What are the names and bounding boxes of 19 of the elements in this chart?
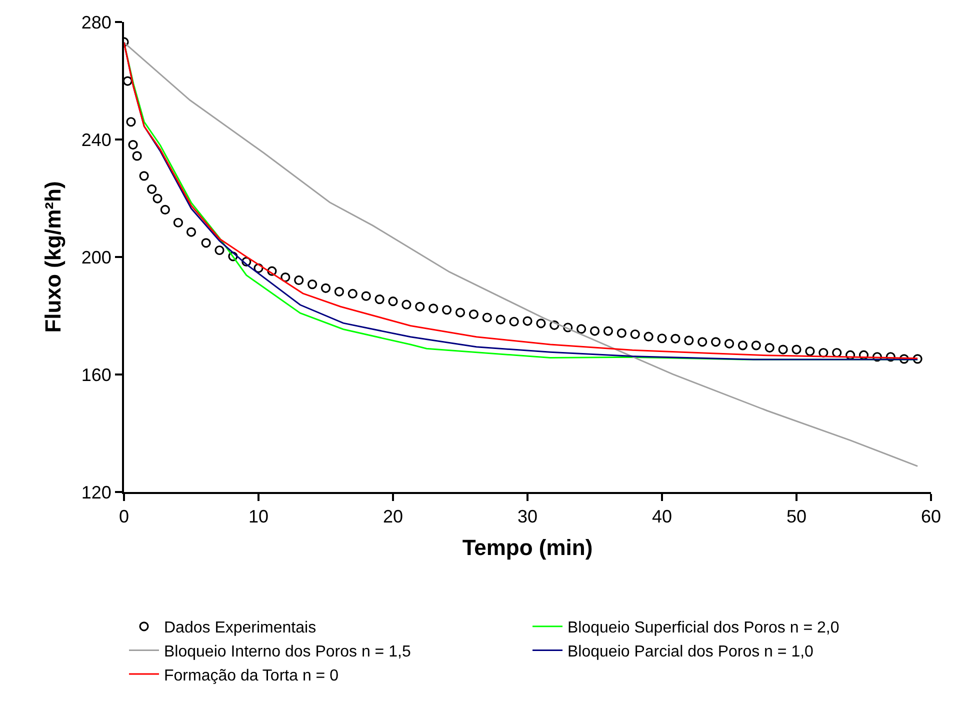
x-tick-label: 30 xyxy=(517,506,538,527)
x-tick-label: 60 xyxy=(920,506,942,527)
y-axis-title: Fluxo (kg/m²h) xyxy=(40,181,66,333)
y-tick-label: 160 xyxy=(81,364,112,385)
x-tick-label: 10 xyxy=(248,506,269,527)
legend-label: Bloqueio Parcial dos Poros n = 1,0 xyxy=(568,643,814,660)
y-tick-label: 200 xyxy=(81,247,112,268)
legend-label: Bloqueio Superficial dos Poros n = 2,0 xyxy=(568,620,840,637)
x-tick-label: 50 xyxy=(786,506,807,527)
x-axis-title: Tempo (min) xyxy=(462,535,593,560)
x-tick-label: 20 xyxy=(382,506,404,527)
y-tick-label: 120 xyxy=(81,482,112,502)
legend-label: Formação da Torta n = 0 xyxy=(164,667,339,684)
y-tick-label: 240 xyxy=(81,130,112,150)
legend-label: Bloqueio Interno dos Poros n = 1,5 xyxy=(164,643,411,660)
y-tick-label: 280 xyxy=(81,12,112,32)
x-tick-label: 0 xyxy=(118,506,130,527)
x-tick-label: 40 xyxy=(652,506,672,527)
legend-label: Dados Experimentais xyxy=(164,620,316,637)
